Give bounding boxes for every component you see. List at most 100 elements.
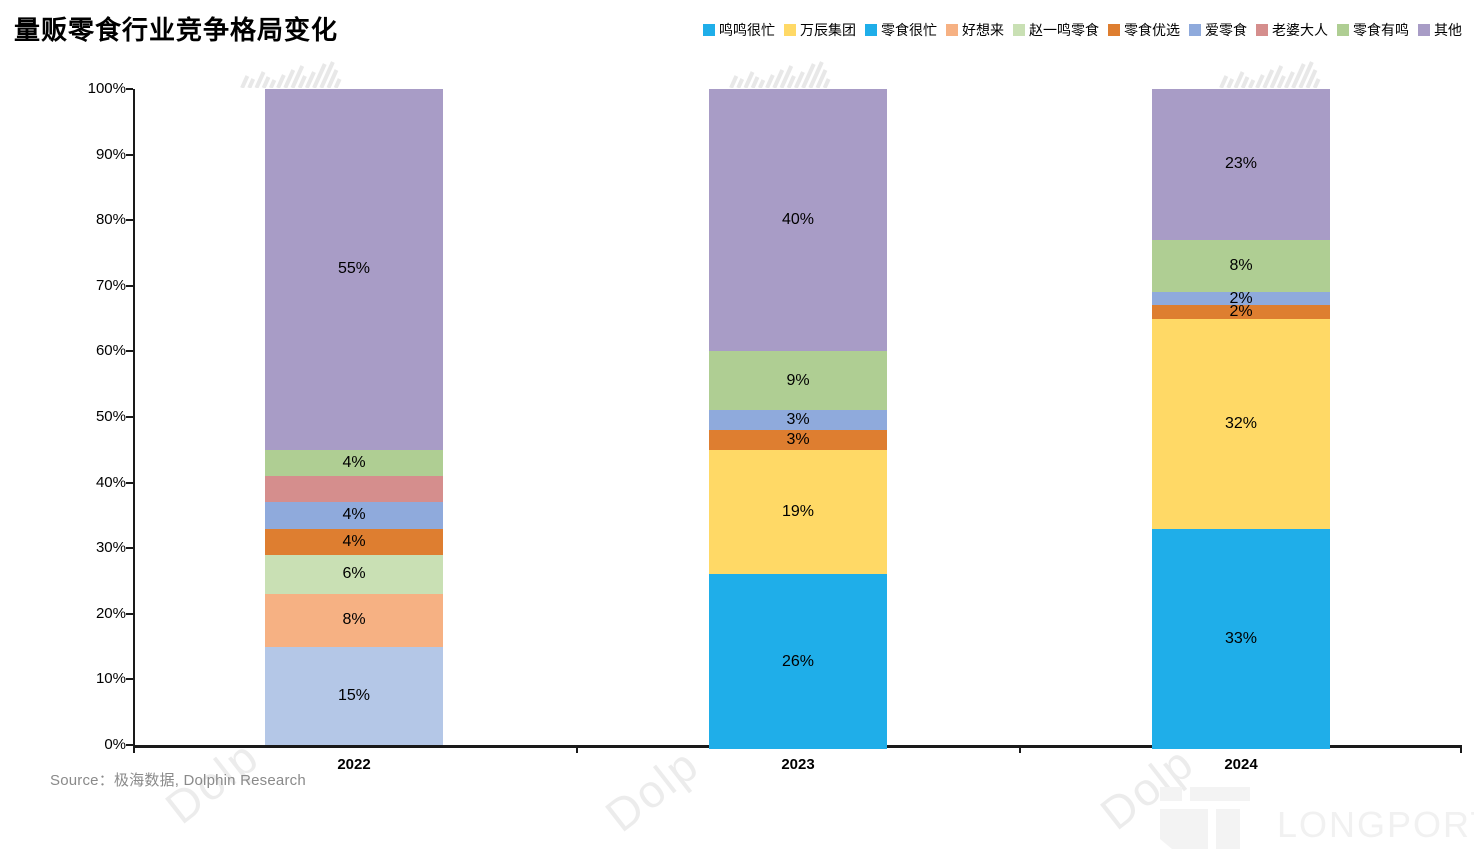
bar-segment-label: 9% (786, 371, 810, 389)
x-axis-tick-mark (1019, 745, 1021, 753)
x-axis-category-label: 2023 (781, 756, 815, 773)
legend-label: 零食很忙 (881, 24, 937, 39)
legend-label: 老婆大人 (1272, 24, 1328, 39)
y-axis-tick-label: 70% (95, 276, 126, 294)
longport-logo-icon (1160, 787, 1250, 849)
legend-label: 爱零食 (1205, 24, 1247, 39)
legend-item: 爱零食 (1189, 20, 1247, 40)
bar-segment-label: 26% (781, 652, 815, 670)
y-axis-tick-label: 80% (95, 211, 126, 229)
bar-segment: 3% (709, 410, 887, 431)
bar-segment: 4% (265, 449, 443, 477)
legend-item: 赵一鸣零食 (1013, 20, 1099, 40)
bar-segment: 55% (265, 89, 443, 450)
y-axis-tick-mark (126, 744, 133, 746)
legend-color-swatch-icon (1189, 24, 1201, 36)
bar-segment-label: 4% (342, 506, 366, 524)
bar-segment (265, 476, 443, 503)
bar-segment-label: 55% (337, 260, 371, 278)
hatch-watermark-icon (240, 61, 342, 88)
bar-segment-label: 19% (781, 503, 815, 521)
legend-color-swatch-icon (1337, 24, 1349, 36)
y-axis-tick-mark (126, 350, 133, 353)
bar-segment: 8% (1152, 239, 1330, 293)
legend-color-swatch-icon (865, 24, 877, 36)
longport-logo-text: LONGPORT (1277, 804, 1474, 845)
bar-segment: 15% (265, 646, 443, 745)
legend-color-swatch-icon (1013, 24, 1025, 36)
legend-label: 其他 (1434, 24, 1462, 39)
bar-segment: 26% (709, 574, 887, 749)
legend: 鸣鸣很忙 万辰集团 零食很忙 好想来 赵一鸣零食 零食优选 爱零食 老婆大人 零食有鸣 其他 (703, 20, 1462, 40)
bar-segment-label: 8% (342, 611, 366, 629)
y-axis-tick-mark (126, 153, 133, 156)
bar-segment: 19% (709, 449, 887, 575)
y-axis-tick-mark (126, 481, 133, 484)
legend-label: 万辰集团 (800, 24, 856, 39)
legend-item: 零食很忙 (865, 20, 937, 40)
bar-segment-label: 8% (1229, 257, 1253, 275)
bar-segment: 4% (265, 502, 443, 529)
bar-segment-label: 4% (342, 532, 366, 550)
legend-label: 零食优选 (1124, 24, 1180, 39)
bar-segment: 4% (265, 528, 443, 555)
bar-segment-label: 2% (1229, 303, 1253, 321)
y-axis-line (133, 89, 135, 748)
legend-item: 鸣鸣很忙 (703, 20, 775, 40)
x-axis-tick-mark (133, 745, 135, 753)
legend-color-swatch-icon (946, 24, 958, 36)
bar-segment-label: 3% (786, 411, 810, 429)
legend-color-swatch-icon (1108, 24, 1120, 36)
y-axis-tick-label: 30% (95, 539, 126, 557)
bar-segment: 40% (709, 89, 887, 352)
bar-segment-label: 2% (1229, 289, 1253, 307)
bar-segment-label: 15% (337, 686, 371, 704)
legend-color-swatch-icon (703, 24, 715, 36)
bar-segment-label: 40% (781, 211, 815, 229)
bar-segment: 2% (1152, 303, 1330, 321)
bar-segment: 8% (265, 594, 443, 647)
legend-color-swatch-icon (1418, 24, 1430, 36)
legend-label: 零食有鸣 (1353, 24, 1409, 39)
y-axis-tick-mark (126, 547, 133, 550)
bar-segment-label: 3% (786, 430, 810, 448)
legend-label: 鸣鸣很忙 (719, 24, 775, 39)
legend-color-swatch-icon (1256, 24, 1268, 36)
y-axis-tick-mark (126, 678, 133, 681)
x-axis-category-label: 2024 (1224, 756, 1258, 773)
y-axis-tick-mark (126, 612, 133, 615)
legend-label: 好想来 (962, 24, 1004, 39)
legend-item: 老婆大人 (1256, 20, 1328, 40)
legend-item: 万辰集团 (784, 20, 856, 40)
y-axis-tick-label: 40% (95, 473, 126, 491)
bar-segment-label: 32% (1224, 414, 1258, 432)
y-axis-tick-mark (126, 219, 133, 222)
legend-item: 好想来 (946, 20, 1004, 40)
legend-item: 其他 (1418, 20, 1462, 40)
dolphin-watermark: Dolp (595, 737, 709, 842)
y-axis-tick-label: 60% (95, 342, 126, 360)
y-axis-tick-label: 20% (95, 604, 126, 622)
legend-label: 赵一鸣零食 (1029, 24, 1099, 39)
bar-segment: 3% (709, 430, 887, 450)
bar-segment: 6% (265, 554, 443, 595)
bar-segment: 32% (1152, 318, 1330, 529)
bar-segment-label: 4% (342, 453, 366, 471)
bar-segment: 23% (1152, 89, 1330, 240)
hatch-watermark-icon (1219, 61, 1321, 88)
y-axis-tick-label: 0% (104, 736, 126, 753)
y-axis-tick-mark (126, 284, 133, 287)
legend-item: 零食有鸣 (1337, 20, 1409, 40)
legend-item: 零食优选 (1108, 20, 1180, 40)
bar-segment-label: 33% (1224, 629, 1258, 647)
y-axis-tick-mark (126, 416, 133, 418)
y-axis-tick-mark (126, 88, 133, 90)
x-axis-tick-mark (1460, 745, 1462, 753)
bar-segment: 2% (1152, 289, 1330, 307)
legend-color-swatch-icon (784, 24, 796, 36)
bar-segment-label: 23% (1224, 155, 1258, 173)
y-axis-tick-label: 100% (87, 80, 126, 97)
bar-segment: 9% (709, 351, 887, 411)
hatch-watermark-icon (729, 61, 831, 88)
